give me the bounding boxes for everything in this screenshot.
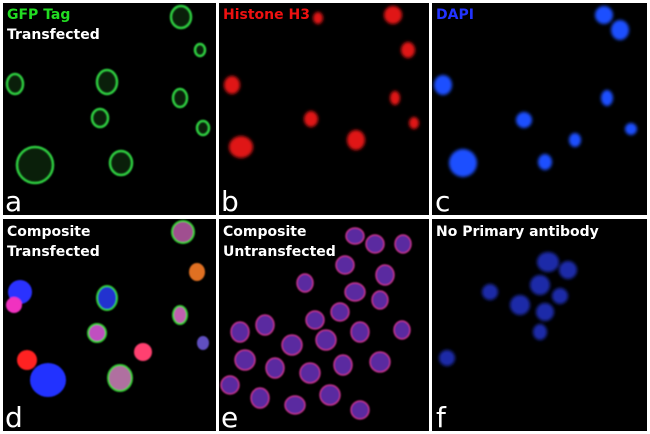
untransfected-cells (220, 227, 412, 420)
panel-title: GFP Tag (7, 7, 70, 23)
panel-title: No Primary antibody (436, 224, 599, 240)
panel-letter: b (221, 185, 239, 218)
panel-letter: f (436, 401, 447, 434)
panel-title: Untransfected (223, 244, 336, 260)
composite-cells (6, 220, 209, 397)
panel-d (3, 219, 216, 431)
panel-letter: d (5, 401, 23, 434)
dapi-nuclei (434, 6, 637, 177)
panel-letter: a (5, 185, 22, 218)
panel-b (219, 3, 429, 215)
panel-title: Histone H3 (223, 7, 310, 23)
panel-title: Transfected (7, 27, 100, 43)
histone-nuclei (224, 6, 419, 158)
panel-title: Composite (223, 224, 306, 240)
panel-letter: e (221, 401, 238, 434)
gfp-cells (5, 4, 211, 185)
panel-title: Composite (7, 224, 90, 240)
panel-c (432, 3, 647, 215)
panel-letter: c (435, 185, 450, 218)
panel-title: DAPI (436, 7, 474, 23)
panel-title: Transfected (7, 244, 100, 260)
no-primary-nuclei (439, 252, 577, 366)
